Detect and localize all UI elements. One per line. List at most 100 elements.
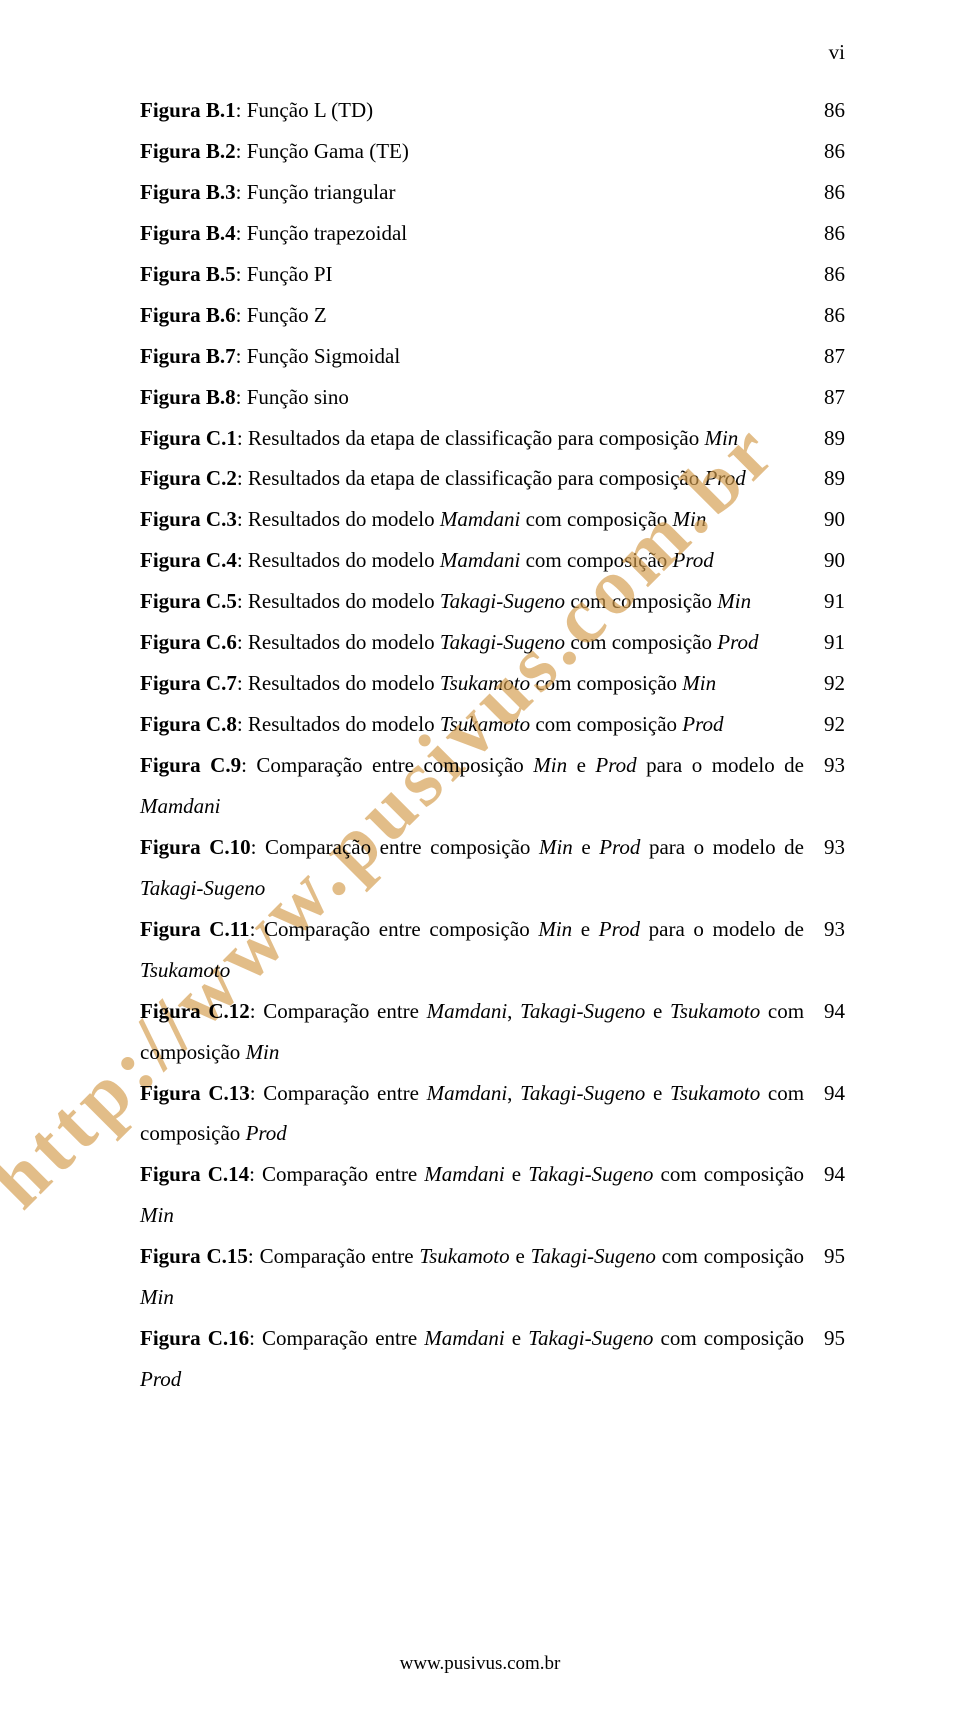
figure-term: Prod: [717, 630, 758, 654]
figure-term: Min: [717, 589, 751, 613]
figure-entry: Figura C.3: Resultados do modelo Mamdani…: [140, 499, 845, 540]
figure-entry-label: Figura B.8: Função sino: [140, 377, 369, 418]
figure-text: : Função L (TD): [236, 98, 373, 122]
figure-page-ref: 86: [815, 213, 845, 254]
figure-text: com composição: [656, 1244, 804, 1268]
figure-term: Min: [539, 835, 573, 859]
page-number: vi: [829, 40, 845, 65]
figure-term: Mamdani: [427, 1081, 508, 1105]
figure-text: : Resultados do modelo: [237, 712, 440, 736]
figure-ref: Figura C.8: [140, 712, 237, 736]
figure-entry: Figura B.4: Função trapezoidal86: [140, 213, 845, 254]
figure-entry: 93Figura C.11: Comparação entre composiç…: [140, 909, 845, 991]
figure-ref: Figura C.3: [140, 507, 237, 531]
figure-page-ref: 86: [815, 131, 845, 172]
figure-text: : Comparação entre composição: [250, 917, 539, 941]
figure-page-ref: 86: [815, 172, 845, 213]
figure-entry-label: Figura C.8: Resultados do modelo Tsukamo…: [140, 704, 744, 745]
figure-entry: Figura C.4: Resultados do modelo Mamdani…: [140, 540, 845, 581]
figure-entry: Figura B.6: Função Z 86: [140, 295, 845, 336]
figure-term: Min: [246, 1040, 280, 1064]
figure-text: e: [567, 753, 595, 777]
figure-text: com composição: [520, 507, 672, 531]
figure-term: Tsukamoto: [440, 671, 530, 695]
figure-text: : Função Gama (TE): [236, 139, 409, 163]
figure-entry: Figura B.5: Função PI 86: [140, 254, 845, 295]
figure-entry-label: Figura B.2: Função Gama (TE): [140, 131, 429, 172]
figure-ref: Figura B.7: [140, 344, 236, 368]
figure-term: Tsukamoto: [419, 1244, 509, 1268]
figure-entry-label: Figura B.5: Função PI: [140, 254, 353, 295]
figure-text: : Função Sigmoidal: [236, 344, 401, 368]
figure-ref: Figura C.7: [140, 671, 237, 695]
figure-page-ref: 94: [824, 1073, 845, 1114]
figure-ref: Figura B.6: [140, 303, 236, 327]
figure-term: Prod: [599, 917, 640, 941]
figure-ref: Figura C.15: [140, 1244, 248, 1268]
figure-text: ,: [507, 999, 520, 1023]
figure-term: Min: [140, 1203, 174, 1227]
figure-text: e: [510, 1244, 531, 1268]
figure-list: Figura B.1: Função L (TD)86Figura B.2: F…: [140, 90, 845, 1400]
figure-page-ref: 93: [824, 909, 845, 950]
figure-page-ref: 86: [815, 295, 845, 336]
figure-term: Tsukamoto: [670, 999, 760, 1023]
figure-page-ref: 91: [815, 581, 845, 622]
figure-ref: Figura C.6: [140, 630, 237, 654]
figure-term: Min: [682, 671, 716, 695]
figure-ref: Figura B.2: [140, 139, 236, 163]
figure-entry-label: Figura C.7: Resultados do modelo Tsukamo…: [140, 663, 736, 704]
figure-text: : Comparação entre: [250, 999, 427, 1023]
figure-text: para o modelo de: [637, 753, 804, 777]
figure-page-ref: 86: [815, 90, 845, 131]
figure-entry: Figura B.1: Função L (TD)86: [140, 90, 845, 131]
figure-entry-label: Figura B.6: Função Z: [140, 295, 347, 336]
figure-entry-label: Figura C.1: Resultados da etapa de class…: [140, 418, 758, 459]
figure-ref: Figura B.5: [140, 262, 236, 286]
figure-text: e: [573, 835, 599, 859]
figure-text: para o modelo de: [640, 835, 804, 859]
figure-ref: Figura B.3: [140, 180, 236, 204]
document-page: vi http://www.pusivus.com.br Figura B.1:…: [0, 0, 960, 1735]
figure-term: Mamdani: [427, 999, 508, 1023]
figure-page-ref: 90: [815, 499, 845, 540]
figure-text: : Resultados do modelo: [237, 671, 440, 695]
figure-ref: Figura C.4: [140, 548, 237, 572]
figure-page-ref: 89: [815, 458, 845, 499]
figure-text: : Função Z: [236, 303, 327, 327]
figure-ref: Figura C.14: [140, 1162, 249, 1186]
figure-ref: Figura C.2: [140, 466, 237, 490]
figure-text: e: [505, 1162, 528, 1186]
figure-term: Prod: [704, 466, 745, 490]
figure-page-ref: 91: [815, 622, 845, 663]
figure-term: Mamdani: [424, 1326, 505, 1350]
figure-text: : Resultados do modelo: [237, 630, 440, 654]
figure-entry: Figura C.7: Resultados do modelo Tsukamo…: [140, 663, 845, 704]
figure-page-ref: 93: [824, 745, 845, 786]
figure-text: : Função trapezoidal: [236, 221, 407, 245]
figure-term: Prod: [140, 1367, 181, 1391]
figure-text: com composição: [530, 671, 682, 695]
figure-page-ref: 94: [824, 1154, 845, 1195]
figure-page-ref: 95: [824, 1236, 845, 1277]
figure-term: Tsukamoto: [670, 1081, 760, 1105]
figure-entry: 94Figura C.13: Comparação entre Mamdani,…: [140, 1073, 845, 1155]
figure-entry-label: Figura C.4: Resultados do modelo Mamdani…: [140, 540, 734, 581]
figure-term: Takagi-Sugeno: [520, 999, 645, 1023]
figure-text: e: [645, 999, 670, 1023]
figure-term: Prod: [246, 1121, 287, 1145]
figure-ref: Figura C.10: [140, 835, 251, 859]
figure-term: Min: [140, 1285, 174, 1309]
figure-entry: Figura B.8: Função sino87: [140, 377, 845, 418]
figure-entry: 94Figura C.14: Comparação entre Mamdani …: [140, 1154, 845, 1236]
figure-page-ref: 90: [815, 540, 845, 581]
figure-text: : Função PI: [236, 262, 333, 286]
figure-term: Takagi-Sugeno: [528, 1326, 653, 1350]
figure-ref: Figura C.1: [140, 426, 237, 450]
figure-page-ref: 95: [824, 1318, 845, 1359]
figure-text: : Comparação entre composição: [251, 835, 539, 859]
figure-term: Prod: [673, 548, 714, 572]
figure-text: com composição: [653, 1162, 804, 1186]
figure-text: : Função triangular: [236, 180, 396, 204]
figure-page-ref: 86: [815, 254, 845, 295]
